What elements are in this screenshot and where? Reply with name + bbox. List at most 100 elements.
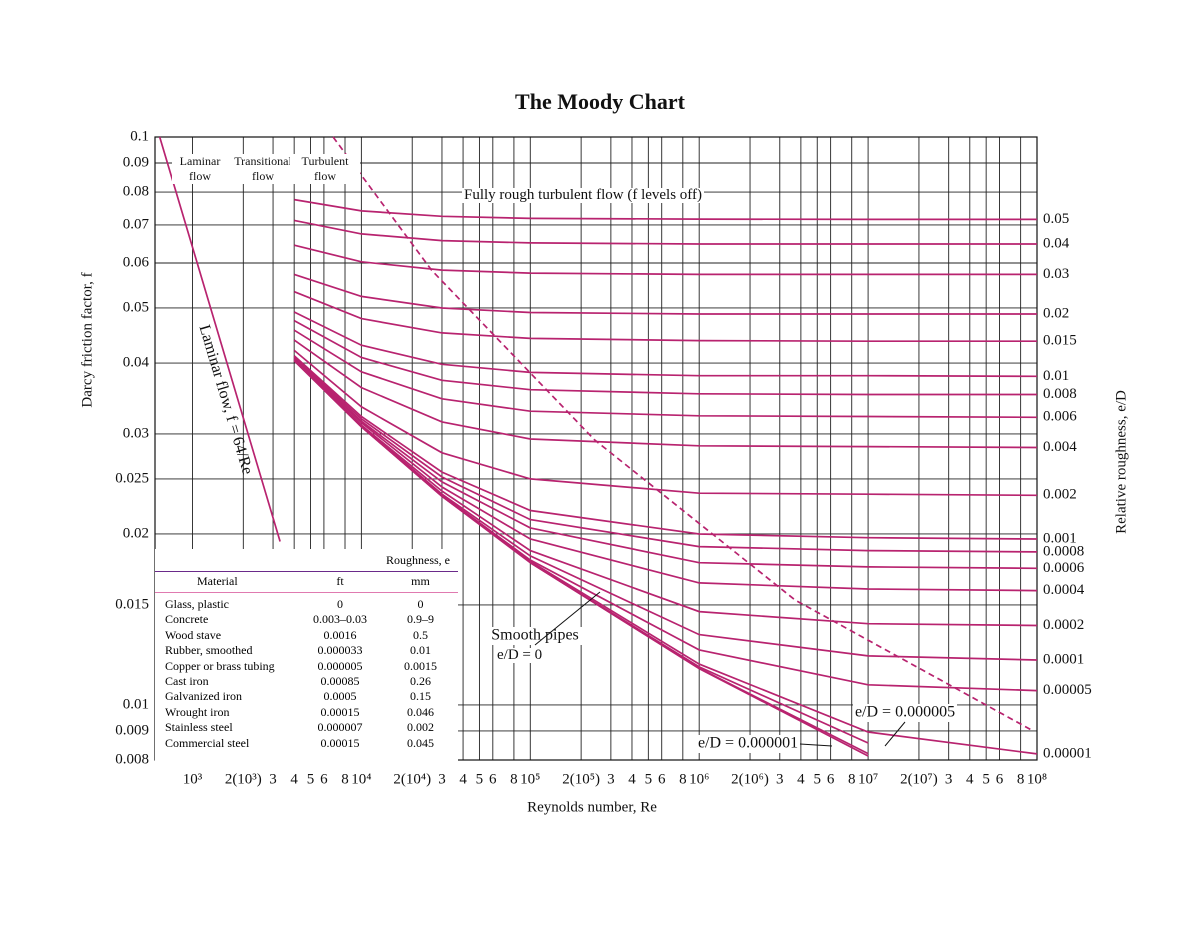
x-tick-label: 4: [290, 771, 298, 787]
roughness-label: 0.001: [1043, 530, 1077, 546]
x-tick-label: 2(10⁶): [731, 771, 769, 787]
x-tick-label: 5: [645, 771, 653, 787]
table-cell: Stainless steel: [165, 720, 233, 735]
annotation: Fully rough turbulent flow (f levels off…: [462, 187, 705, 203]
x-tick-label: 2(10³): [225, 771, 262, 787]
friction-curve: [293, 355, 1038, 540]
leader-line: [534, 591, 601, 646]
curve-label: Smooth pipes: [491, 627, 579, 644]
friction-curve: [293, 244, 1037, 276]
table-header: Material ft mm: [155, 574, 458, 589]
table-row: Wrought iron 0.00015 0.046: [155, 705, 458, 720]
roughness-table: Roughness, e Material ft mm Glass, plastic 0 0…: [155, 549, 458, 762]
table-cell: 0.003–0.03: [313, 612, 367, 627]
roughness-label: 0.008: [1043, 386, 1077, 402]
table-cell: 0.15: [410, 689, 431, 704]
table-row: Galvanized iron 0.0005 0.15: [155, 689, 458, 704]
x-tick-label: 10⁷: [858, 771, 878, 787]
y-tick-label: 0.009: [115, 722, 149, 738]
annotation: Turbulent flow: [290, 154, 360, 184]
x-tick-label: 6: [658, 771, 666, 787]
leader-line: [799, 743, 833, 747]
x-tick-label: 3: [945, 771, 953, 787]
table-cell: 0.000005: [317, 658, 363, 673]
x-tick-label: 8: [1017, 771, 1025, 787]
roughness-label: 0.002: [1043, 487, 1077, 503]
roughness-label: 0.0004: [1043, 582, 1085, 598]
friction-curve: [294, 198, 1037, 221]
table-cell: 0: [417, 597, 424, 611]
roughness-label: 0.0008: [1043, 543, 1084, 559]
roughness-label: 0.05: [1043, 211, 1069, 227]
roughness-label: 0.004: [1043, 439, 1077, 455]
friction-curve: [294, 219, 1037, 245]
table-cell: Wood stave: [165, 627, 222, 642]
table-title: Roughness, e: [386, 553, 450, 567]
table-cell: 0.00015: [320, 735, 360, 750]
y-tick-label: 0.09: [123, 154, 149, 170]
table-cell: 0.002: [407, 720, 434, 735]
laminar-label: Laminar flow, f = 64/Re: [195, 323, 256, 476]
x-tick-label: 2(10⁷): [900, 771, 938, 787]
x-tick-label: 5: [307, 771, 315, 787]
table-cell: 0.045: [407, 735, 434, 750]
x-tick-label: 6: [320, 771, 328, 787]
y2-axis-label: Relative roughness, e/D: [1113, 390, 1129, 534]
table-cell: Glass, plastic: [165, 597, 229, 611]
table-row: Stainless steel 0.000007 0.002: [155, 720, 458, 735]
y-tick-label: 0.05: [123, 299, 149, 315]
y-tick-label: 0.06: [123, 254, 150, 270]
x-tick-label: 8: [510, 771, 518, 787]
x-tick-label: 4: [459, 771, 467, 787]
label-bg: [696, 735, 800, 753]
roughness-label: 0.0001: [1043, 651, 1084, 667]
y-tick-label: 0.08: [123, 183, 149, 199]
x-tick-label: 2(10⁴): [393, 771, 431, 787]
x-tick-label: 2(10⁵): [562, 771, 600, 787]
table-row: Commercial steel 0.00015 0.045: [155, 736, 458, 751]
x-tick-label: 6: [827, 771, 835, 787]
table-row: Wood stave 0.0016 0.5: [155, 628, 458, 643]
curve-label: e/D = 0.000001: [698, 735, 798, 752]
friction-curve: [293, 273, 1037, 315]
roughness-label: 0.015: [1043, 333, 1077, 349]
column-header: ft: [336, 574, 344, 588]
y-tick-label: 0.04: [123, 354, 150, 370]
table-row: Cast iron 0.00085 0.26: [155, 674, 458, 689]
y-tick-label: 0.1: [130, 128, 149, 144]
table-cell: Galvanized iron: [165, 689, 242, 704]
table-cell: 0.5: [413, 627, 428, 642]
table-row: Copper or brass tubing 0.000005 0.0015: [155, 659, 458, 674]
x-tick-label: 6: [489, 771, 497, 787]
x-tick-label: 4: [628, 771, 636, 787]
x-tick-label: 4: [797, 771, 805, 787]
table-cell: 0.0016: [323, 627, 357, 642]
table-cell: 0.0015: [404, 658, 437, 673]
table-cell: 0.000033: [317, 643, 363, 658]
friction-curve: [293, 290, 1037, 343]
table-cell: 0.00015: [320, 704, 360, 719]
friction-curve: [158, 136, 281, 542]
x-tick-label: 3: [776, 771, 784, 787]
table-cell: 0.9–9: [407, 612, 434, 627]
column-header: Material: [197, 574, 238, 588]
plot-frame: [154, 136, 1038, 761]
friction-curve: [293, 349, 1038, 497]
curves: [158, 136, 1038, 757]
x-tick-label: 5: [982, 771, 990, 787]
annotation: Transitional flow: [228, 154, 298, 184]
table-cell: 0.0005: [323, 689, 357, 704]
table-cell: 0.046: [407, 704, 434, 719]
table-row: Concrete 0.003–0.03 0.9–9: [155, 612, 458, 627]
friction-curve: [293, 319, 1037, 396]
roughness-label: 0.04: [1043, 235, 1070, 251]
x-tick-label: 4: [966, 771, 974, 787]
roughness-label: 0.0006: [1043, 560, 1085, 576]
table-cell: Commercial steel: [165, 735, 250, 750]
table-cell: Concrete: [165, 612, 209, 627]
friction-curve: [293, 359, 869, 757]
leader-line: [884, 721, 906, 747]
y-tick-label: 0.07: [123, 216, 150, 232]
x-tick-label: 5: [476, 771, 484, 787]
x-tick-label: 3: [269, 771, 277, 787]
